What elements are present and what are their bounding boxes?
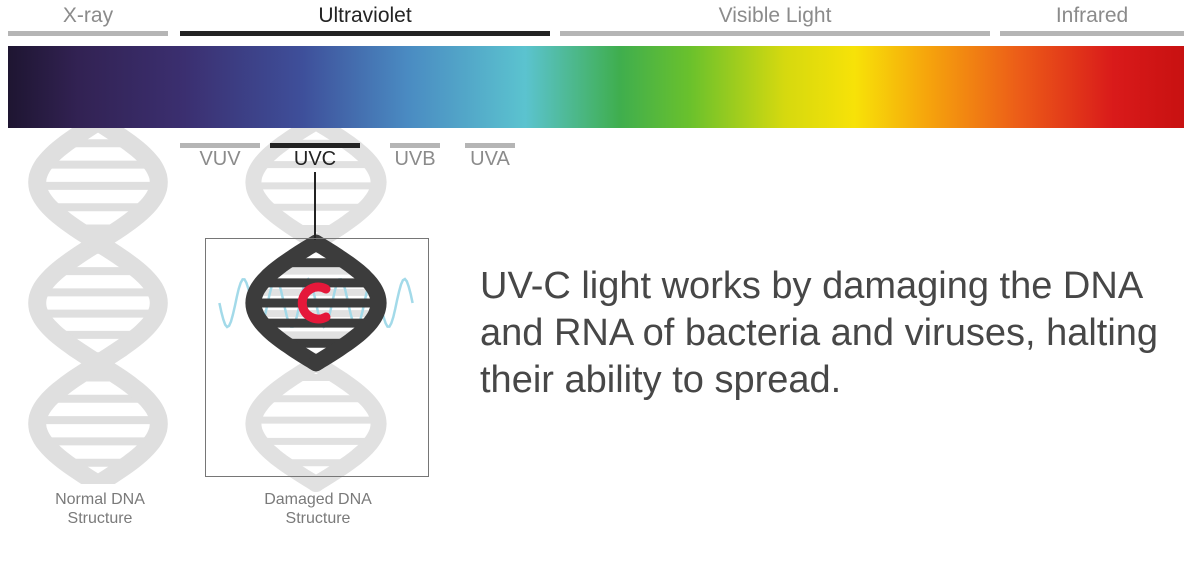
subband-label-uvc: UVC	[270, 148, 360, 171]
normal-dna-icon	[18, 122, 178, 484]
band-label-xray: X-ray	[8, 4, 168, 28]
subband-label-uva: UVA	[465, 148, 515, 171]
band-underline-uv	[180, 31, 550, 36]
damaged-dna-caption: Damaged DNAStructure	[228, 490, 408, 528]
band-label-ir: Infrared	[1000, 4, 1184, 28]
spectrum-bar	[8, 46, 1184, 128]
damaged-dna-inset-box	[205, 238, 429, 477]
subband-label-uvb: UVB	[390, 148, 440, 171]
band-underline-ir	[1000, 31, 1184, 36]
band-underline-xray	[8, 31, 168, 36]
band-underline-visible	[560, 31, 990, 36]
description-text: UV-C light works by damaging the DNA and…	[480, 263, 1180, 404]
uvc-connector-line	[314, 172, 316, 240]
subband-label-vuv: VUV	[180, 148, 260, 171]
band-label-visible: Visible Light	[560, 4, 990, 28]
band-label-uv: Ultraviolet	[180, 4, 550, 28]
normal-dna-caption: Normal DNAStructure	[30, 490, 170, 528]
